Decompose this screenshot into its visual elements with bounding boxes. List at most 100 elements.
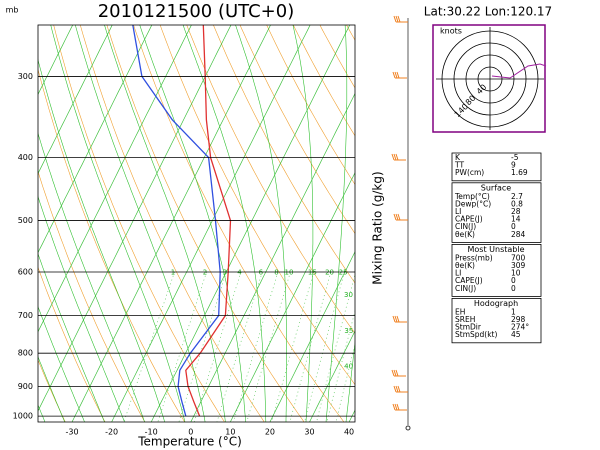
- moist-adiabat: [345, 340, 355, 422]
- moist-adiabat: [182, 25, 267, 422]
- wind-barb: [393, 213, 408, 221]
- dry-adiabat: [319, 25, 355, 89]
- dry-adiabat: [475, 18, 600, 430]
- y-unit: mb: [6, 6, 19, 15]
- index-key: LI: [455, 269, 461, 278]
- y-tick-label: 700: [18, 311, 33, 320]
- moist-adiabat: [235, 25, 288, 422]
- isotherm-line: [111, 25, 311, 422]
- x-tick-label: -30: [65, 428, 78, 437]
- isotherm-line: [38, 25, 74, 96]
- hodograph-rings: [436, 27, 544, 130]
- isotherm-line: [190, 92, 355, 422]
- moist-adiabat: [38, 305, 85, 422]
- index-value: 274°: [511, 323, 529, 332]
- index-key: Temp(°C): [454, 192, 490, 201]
- index-key: PW(cm): [455, 168, 484, 177]
- y-tick-label: 600: [18, 268, 33, 277]
- moist-adiabat: [292, 25, 314, 422]
- dry-adiabat: [38, 266, 106, 422]
- moist-adiabat: [38, 132, 145, 422]
- isotherm-line: [150, 25, 351, 422]
- hodograph-trace: [491, 63, 547, 79]
- moist-adiabat: [74, 25, 206, 422]
- index-key: StmSpd(kt): [455, 330, 497, 339]
- dry-adiabat: [528, 18, 600, 430]
- index-value: 0: [511, 222, 516, 231]
- mixing-ratio-line: [289, 271, 332, 422]
- index-key: θe(K): [455, 230, 475, 239]
- index-box: [451, 152, 542, 182]
- index-value: 309: [511, 261, 526, 270]
- dry-adiabat: [79, 25, 265, 422]
- ring-label: 40: [475, 83, 489, 97]
- index-value: 700: [511, 253, 526, 262]
- mixing-ratio-label: 25: [339, 269, 348, 277]
- index-key: CIN(J): [455, 284, 476, 293]
- index-key: Press(mb): [455, 253, 493, 262]
- dry-adiabat: [369, 18, 600, 430]
- mixing-ratio-label: 6: [259, 269, 264, 277]
- index-value: 298: [511, 315, 526, 324]
- mixing-axis-label: Mixing Ratio (g/kg): [371, 171, 385, 284]
- index-value: 45: [511, 330, 521, 339]
- mixing-ratio-label: 15: [308, 269, 317, 277]
- moist-adiabat: [139, 25, 246, 422]
- dry-adiabat: [159, 25, 355, 386]
- index-title: Hodograph: [474, 299, 518, 308]
- wind-barb: [392, 403, 407, 411]
- index-key: CIN(J): [455, 222, 476, 231]
- index-value: 9: [511, 161, 516, 170]
- location: Lat:30.22 Lon:120.17: [424, 5, 552, 19]
- y-tick-label: 300: [18, 72, 33, 81]
- mixing-ratio-line: [326, 309, 355, 422]
- index-key: CAPE(J): [455, 215, 483, 224]
- mixing-ratio-label: 30: [344, 291, 353, 299]
- index-key: CAPE(J): [455, 276, 483, 285]
- x-tick-label: -20: [105, 428, 118, 437]
- index-key: StmDir: [455, 323, 482, 332]
- index-value: 1: [511, 307, 516, 316]
- barb-base: [405, 425, 411, 431]
- index-value: 284: [511, 230, 526, 239]
- x-tick-label: -10: [145, 428, 158, 437]
- mixing-ratio-label: 40: [344, 362, 353, 370]
- index-title: Most Unstable: [468, 245, 525, 254]
- wind-barb: [391, 369, 406, 377]
- x-axis-label: Temperature (°C): [137, 435, 242, 449]
- profile-line: [185, 25, 232, 417]
- dry-adiabat: [38, 359, 66, 422]
- index-key: SREH: [455, 315, 475, 324]
- moist-adiabat: [38, 195, 125, 422]
- mixing-ratio-label: 1: [171, 269, 175, 277]
- index-value: 0: [511, 284, 516, 293]
- mixing-ratio-label: 35: [344, 327, 353, 335]
- mixing-ratio-label: 4: [237, 269, 242, 277]
- x-tick-label: 40: [344, 428, 354, 437]
- index-key: K: [455, 153, 461, 162]
- dry-adiabat: [266, 25, 355, 186]
- title: 2010121500 (UTC+0): [98, 1, 295, 22]
- mixing-ratio-line: [316, 273, 355, 422]
- index-value: 0.8: [511, 199, 523, 208]
- wind-barb: [393, 15, 408, 23]
- wind-barb: [392, 71, 407, 79]
- dry-adiabat: [38, 170, 146, 422]
- moist-adiabat: [50, 25, 186, 422]
- index-key: TT: [454, 161, 464, 170]
- dry-adiabat: [213, 25, 355, 284]
- y-tick-label: 900: [18, 382, 33, 391]
- mixing-ratio-line: [304, 271, 345, 422]
- isotherm-line: [38, 25, 192, 333]
- index-value: -5: [511, 153, 519, 162]
- index-value: 10: [511, 269, 521, 278]
- hodograph-title: knots: [440, 27, 462, 36]
- moist-adiabat: [38, 58, 166, 422]
- background-lines: [38, 18, 600, 430]
- index-value: 0: [511, 276, 516, 285]
- dry-adiabat: [53, 25, 225, 422]
- isotherm-line: [269, 250, 355, 422]
- y-tick-label: 1000: [13, 412, 33, 421]
- x-tick-label: 0: [188, 428, 193, 437]
